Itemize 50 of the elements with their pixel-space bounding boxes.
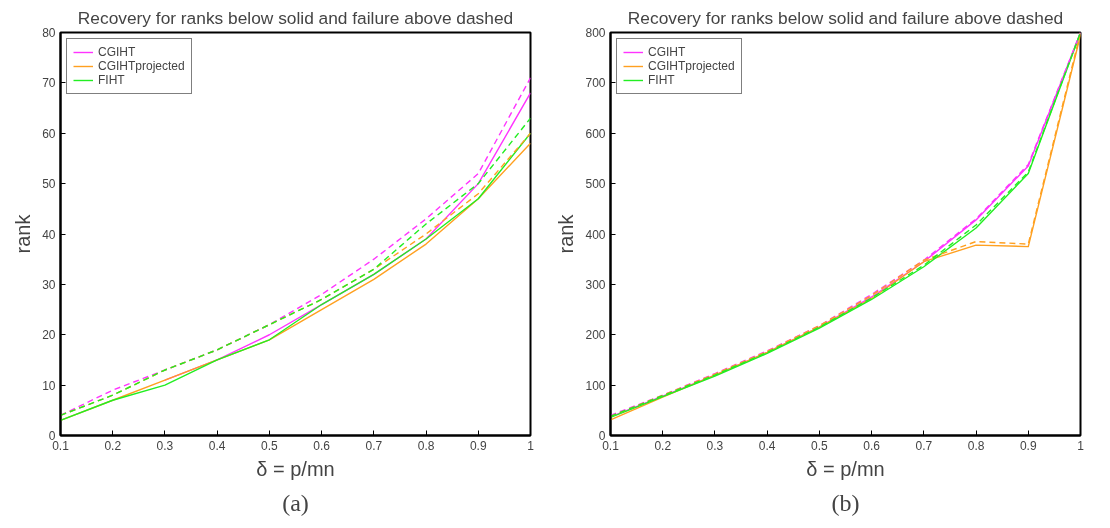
x-tick-label: 0.2 (104, 438, 122, 453)
x-tick-label: 0.3 (156, 438, 174, 453)
y-tick-label: 80 (42, 26, 56, 40)
x-tick-label: 0.5 (261, 438, 279, 453)
legend-label: FIHT (98, 73, 125, 87)
x-tick-label: 0.4 (758, 438, 776, 453)
y-tick-label: 50 (42, 177, 56, 192)
x-tick-label: 0.9 (1019, 438, 1037, 453)
y-axis-title: rank (555, 213, 578, 254)
x-tick-label: 0.8 (967, 438, 985, 453)
y-tick-label: 40 (42, 227, 56, 242)
legend-label: CGIHT (648, 45, 686, 59)
x-tick-label: 0.2 (654, 438, 672, 453)
legend-label: CGIHTprojected (98, 59, 185, 73)
chart-title: Recovery for ranks below solid and failure above dashed (77, 7, 514, 28)
text: (b) (831, 489, 860, 516)
y-tick-label: 700 (585, 76, 606, 91)
legend-label: CGIHTprojected (648, 59, 735, 73)
text: (a) (282, 489, 309, 516)
x-axis-title: δ = p/mn (806, 457, 885, 480)
y-tick-label: 200 (585, 328, 606, 343)
y-tick-label: 0 (48, 429, 56, 443)
y-tick-label: 500 (585, 177, 606, 192)
y-tick-label: 30 (42, 277, 56, 292)
x-axis-title: δ = p/mn (256, 457, 335, 480)
y-tick-label: 600 (585, 126, 606, 141)
x-tick-label: 0.9 (469, 438, 487, 453)
x-tick-label: 0.3 (706, 438, 724, 453)
y-tick-label: 60 (42, 126, 56, 141)
x-tick-label: 0.8 (417, 438, 435, 453)
y-tick-label: 70 (42, 76, 56, 91)
y-axis-title: rank (12, 213, 35, 254)
legend-label: FIHT (648, 73, 675, 87)
chart-title: Recovery for ranks below solid and failure above dashed (627, 7, 1064, 28)
y-tick-label: 10 (42, 378, 56, 393)
x-tick-label: 1 (1077, 438, 1085, 453)
x-tick-label: 0.5 (811, 438, 829, 453)
y-tick-label: 20 (42, 328, 56, 343)
y-tick-label: 400 (585, 227, 606, 242)
x-tick-label: 1 (527, 438, 535, 453)
legend-label: CGIHT (98, 45, 136, 59)
y-tick-label: 0 (598, 429, 606, 443)
x-tick-label: 0.7 (365, 438, 383, 453)
x-tick-label: 0.6 (313, 438, 331, 453)
y-tick-label: 300 (585, 277, 606, 292)
y-tick-label: 800 (585, 26, 606, 40)
x-tick-label: 0.6 (863, 438, 881, 453)
x-tick-label: 0.7 (915, 438, 933, 453)
x-tick-label: 0.4 (208, 438, 226, 453)
y-tick-label: 100 (585, 378, 606, 393)
